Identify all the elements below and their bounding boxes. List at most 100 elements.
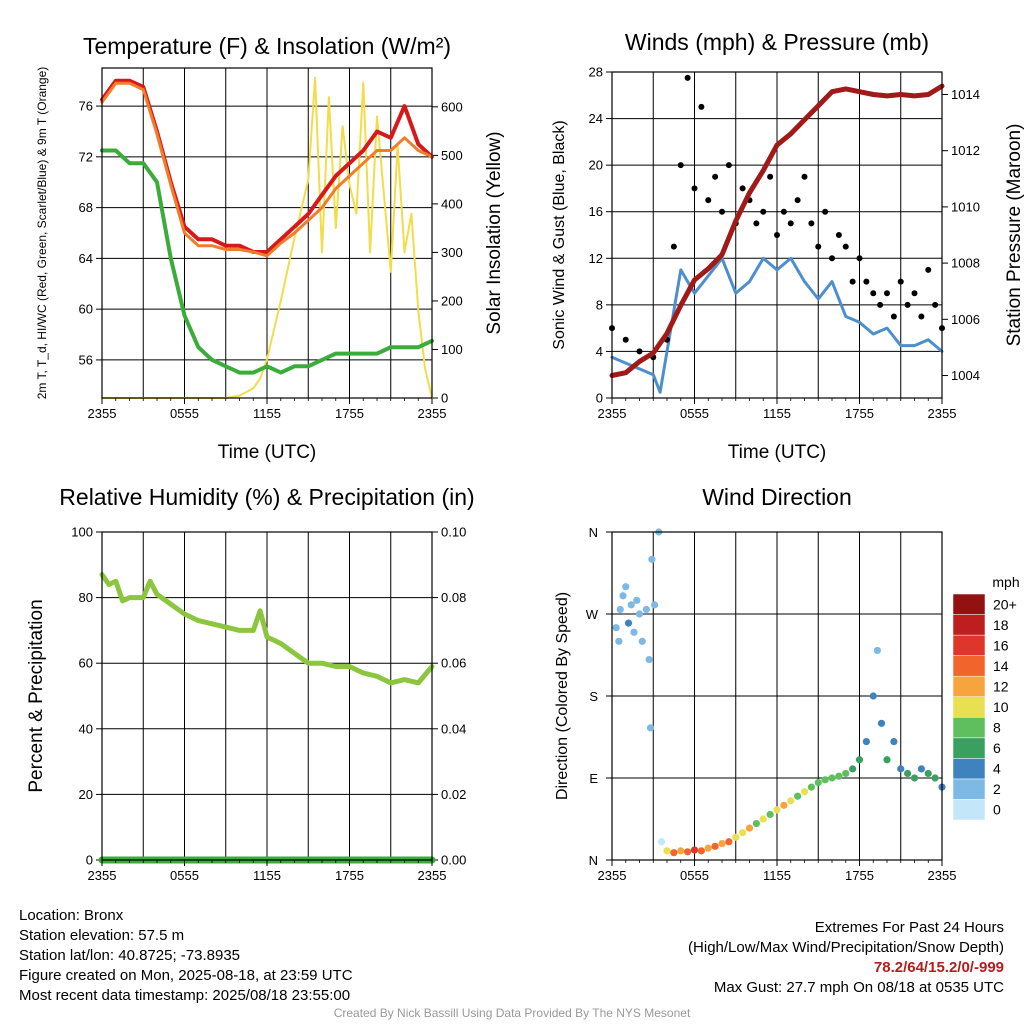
colorbar-label: 0 xyxy=(993,802,1001,818)
y-tick-label-right: 600 xyxy=(441,99,463,114)
colorbar-label: 6 xyxy=(993,740,1001,756)
gust-point xyxy=(705,197,712,204)
direction-point xyxy=(862,737,870,746)
colorbar-swatch xyxy=(952,655,986,677)
pressure-line xyxy=(609,83,945,378)
gust-point xyxy=(712,173,719,180)
direction-point xyxy=(670,849,678,857)
x-axis-label: Time (UTC) xyxy=(728,442,827,463)
y-tick-label-right: 0.00 xyxy=(441,853,466,868)
chart-title: Winds (mph) & Pressure (mb) xyxy=(625,29,929,55)
colorbar-label: 14 xyxy=(993,658,1009,674)
y-tick-label: 0 xyxy=(596,391,603,406)
gust-point xyxy=(719,208,725,215)
y-tick-label: 16 xyxy=(589,204,603,219)
relative-humidity-line xyxy=(99,572,435,686)
created-text: Figure created on Mon, 2025-08-18, at 23… xyxy=(19,967,353,984)
direction-point xyxy=(745,824,754,832)
x-axis-label: Time (UTC) xyxy=(218,442,317,463)
gust-point xyxy=(890,313,897,320)
direction-point xyxy=(931,774,939,782)
y-tick-label-right: 1012 xyxy=(951,143,980,158)
direction-point xyxy=(877,719,886,727)
direction-point xyxy=(646,724,655,732)
direction-point xyxy=(924,769,932,778)
y-tick-label: 76 xyxy=(79,99,93,114)
direction-point xyxy=(630,628,638,636)
direction-point xyxy=(890,737,898,746)
gust-point xyxy=(815,243,822,250)
x-tick-label: 2355 xyxy=(598,868,627,883)
direction-point xyxy=(663,847,671,855)
y-tick-label: 20 xyxy=(79,787,93,802)
gust-point xyxy=(808,220,815,227)
gust-point xyxy=(780,208,787,215)
gust-point xyxy=(849,278,856,285)
direction-point xyxy=(633,596,641,604)
colorbar-label: 12 xyxy=(993,678,1009,694)
y-axis-label-left: Percent & Precipitation xyxy=(26,599,47,792)
gust-point xyxy=(932,301,939,308)
direction-point xyxy=(627,601,635,609)
y-tick-label-right: 300 xyxy=(441,245,463,260)
y-tick-label: 20 xyxy=(589,158,603,173)
direction-point xyxy=(766,810,774,819)
gust-point xyxy=(884,290,890,297)
gust-point xyxy=(897,278,904,285)
direction-point xyxy=(684,848,692,856)
direction-point xyxy=(883,756,891,764)
y-tick-label: 24 xyxy=(589,111,603,126)
gust-point xyxy=(636,348,643,355)
gust-point xyxy=(856,255,863,262)
x-tick-label: 1755 xyxy=(845,868,874,883)
gust-point xyxy=(670,243,677,250)
y-tick-label-right: 400 xyxy=(441,196,463,211)
direction-point xyxy=(732,833,740,841)
direction-point xyxy=(821,776,829,784)
y-tick-label-right: 0.10 xyxy=(441,525,466,540)
gust-point xyxy=(835,232,842,238)
direction-point xyxy=(635,610,644,618)
gust-point xyxy=(684,74,691,81)
colorbar-swatch xyxy=(952,614,986,636)
gust-point xyxy=(767,173,774,180)
x-tick-label: 2355 xyxy=(928,868,957,883)
y-tick-label-right: 100 xyxy=(441,342,463,357)
extremes-title: Extremes For Past 24 Hours xyxy=(814,919,1004,936)
direction-point xyxy=(842,769,850,778)
elevation-text: Station elevation: 57.5 m xyxy=(19,927,185,944)
colorbar-swatch xyxy=(952,717,986,739)
x-tick-label: 2355 xyxy=(418,868,447,883)
max-gust-text: Max Gust: 27.7 mph On 08/18 at 0535 UTC xyxy=(713,979,1004,996)
y-tick-label-right: 1004 xyxy=(951,368,980,383)
y-tick-label: 28 xyxy=(589,65,603,80)
x-tick-label: 2355 xyxy=(928,406,957,421)
y-tick-label: 100 xyxy=(71,525,93,540)
direction-point xyxy=(759,815,767,823)
gust-point xyxy=(870,290,877,297)
direction-point xyxy=(855,756,864,764)
direction-point xyxy=(849,765,857,773)
colorbar-label: 10 xyxy=(993,699,1009,715)
y-axis-label-right: Station Pressure (Maroon) xyxy=(1004,124,1024,347)
y-axis-label-left: 2m T, T_d, HI/WC (Red, Green, Scarlet/Bl… xyxy=(35,67,49,400)
direction-point xyxy=(814,778,822,787)
direction-point xyxy=(794,792,802,800)
chart-title: Wind Direction xyxy=(702,484,852,510)
y-axis-label-right: Solar Insolation (Yellow) xyxy=(484,131,505,334)
x-tick-label: 2355 xyxy=(598,406,627,421)
direction-point xyxy=(718,840,726,848)
extremes-values: 78.2/64/15.2/0/-999 xyxy=(873,959,1004,976)
y-axis-label-left: Direction (Colored By Speed) xyxy=(554,592,571,800)
y-tick-label: 80 xyxy=(79,590,93,605)
gust-point xyxy=(801,173,808,180)
gust-point xyxy=(829,255,835,262)
station-info: Location: Bronx Station elevation: 57.5 … xyxy=(19,906,353,1006)
direction-point xyxy=(780,801,788,809)
gust-point xyxy=(698,103,705,110)
y-tick-label-right: 1010 xyxy=(951,199,980,214)
direction-point xyxy=(917,765,925,773)
x-tick-label: 1155 xyxy=(763,406,791,421)
direction-point xyxy=(616,605,624,614)
gust-point xyxy=(925,266,932,273)
